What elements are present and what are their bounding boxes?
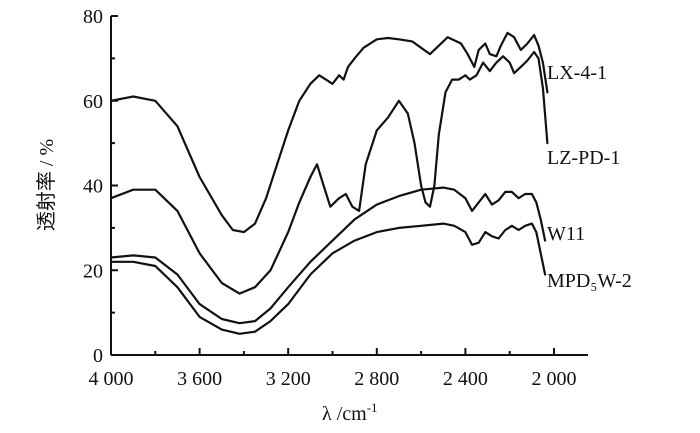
y-ticks: 0 20 40 60 80 bbox=[83, 6, 118, 367]
y-tick-label: 0 bbox=[93, 345, 103, 367]
y-tick-label: 20 bbox=[83, 260, 103, 282]
axes bbox=[110, 16, 588, 356]
series-line-2 bbox=[109, 50, 549, 295]
series-label-1: LX-4-1 bbox=[547, 62, 607, 84]
x-tick-label: 4 000 bbox=[89, 368, 134, 390]
x-tick-label: 2 800 bbox=[354, 368, 399, 390]
series-line-1 bbox=[109, 31, 549, 234]
series-labels: LX-4-1 LZ-PD-1 W11 MPD₅W-2 bbox=[547, 62, 632, 292]
x-tick-label: 2 000 bbox=[532, 368, 577, 390]
series-line-3 bbox=[109, 186, 547, 325]
series-line-4 bbox=[109, 222, 547, 335]
series-label-2: LZ-PD-1 bbox=[547, 147, 620, 169]
x-tick-label: 3 600 bbox=[177, 368, 222, 390]
plot-area bbox=[109, 31, 549, 335]
x-ticks: 4 000 3 600 3 200 2 800 2 400 2 000 bbox=[89, 348, 577, 390]
x-axis-label-sup: -1 bbox=[367, 400, 378, 415]
series-label-4: MPD₅W-2 bbox=[547, 270, 632, 292]
y-tick-label: 60 bbox=[83, 91, 103, 113]
y-tick-label: 40 bbox=[83, 176, 103, 198]
series-label-3: W11 bbox=[547, 223, 585, 245]
x-axis-label: λ /cm-1 bbox=[322, 400, 378, 425]
x-axis-label-main: λ /cm bbox=[322, 403, 367, 425]
y-axis-label: 透射率 / % bbox=[35, 139, 58, 231]
x-tick-label: 3 200 bbox=[266, 368, 311, 390]
x-tick-label: 2 400 bbox=[443, 368, 488, 390]
y-tick-label: 80 bbox=[83, 6, 103, 28]
